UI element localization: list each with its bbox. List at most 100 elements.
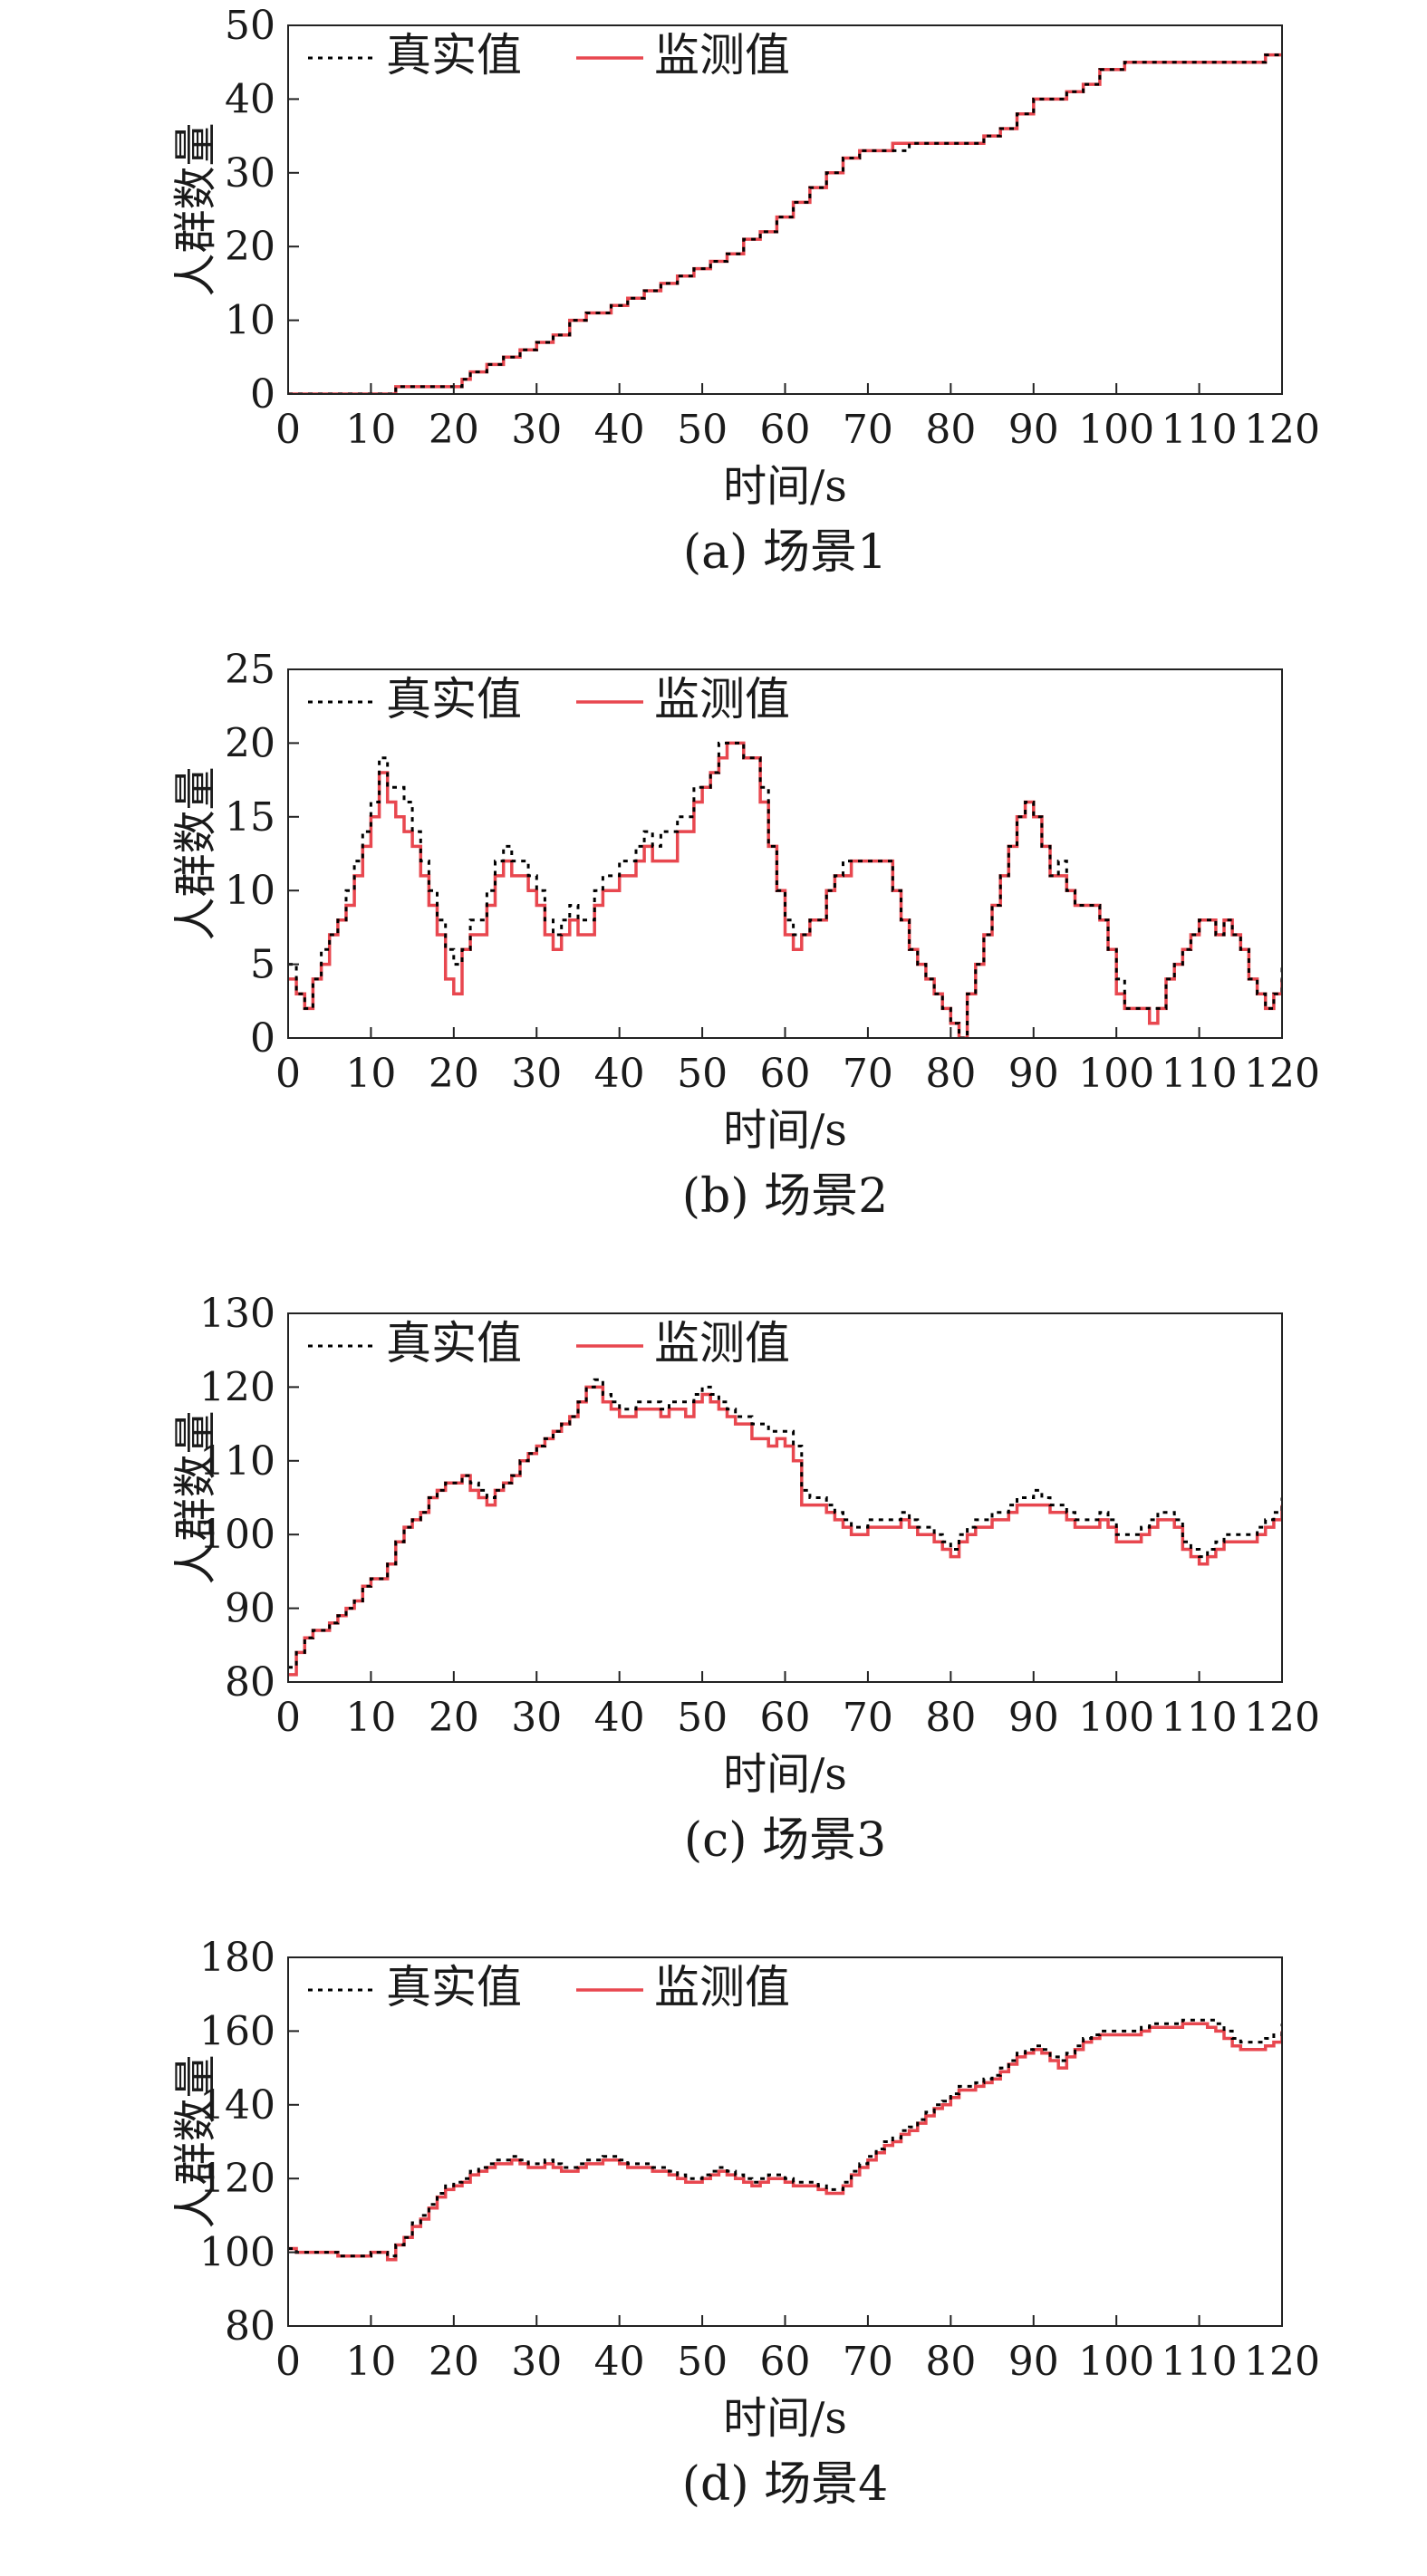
x-tick-label: 30 bbox=[511, 407, 562, 453]
x-tick-label: 90 bbox=[1008, 407, 1059, 453]
y-tick-label: 120 bbox=[199, 1364, 275, 1410]
legend-true-label: 真实值 bbox=[386, 1317, 522, 1370]
legend-monitored-label: 监测值 bbox=[654, 673, 790, 726]
true-value-line bbox=[288, 53, 1282, 394]
y-tick-label: 100 bbox=[199, 1512, 275, 1558]
x-tick-label: 20 bbox=[429, 1051, 479, 1097]
x-tick-label: 30 bbox=[511, 2339, 562, 2385]
y-tick-label: 120 bbox=[199, 2156, 275, 2202]
x-tick-label: 120 bbox=[1244, 2339, 1320, 2385]
x-tick-label: 30 bbox=[511, 1695, 562, 1741]
x-tick-label: 10 bbox=[345, 1051, 396, 1097]
y-tick-label: 110 bbox=[199, 1438, 275, 1485]
x-tick-label: 0 bbox=[275, 1695, 301, 1741]
y-tick-label: 10 bbox=[225, 298, 275, 344]
y-tick-label: 25 bbox=[225, 647, 275, 693]
y-tick-label: 80 bbox=[225, 2303, 275, 2350]
x-tick-label: 10 bbox=[345, 407, 396, 453]
x-tick-label: 40 bbox=[594, 1695, 645, 1741]
x-tick-label: 90 bbox=[1008, 1695, 1059, 1741]
x-tick-label: 70 bbox=[843, 1695, 893, 1741]
x-tick-label: 50 bbox=[677, 407, 728, 453]
panel-caption: (c) 场景3 bbox=[684, 1813, 886, 1868]
y-tick-label: 180 bbox=[199, 1935, 275, 1981]
y-tick-label: 40 bbox=[225, 76, 275, 122]
chart-panel: 0 10 20 30 40 50 60 70 80 90 100 110 120 0 5 10 15 20 25 时间… bbox=[170, 647, 1320, 1224]
legend-monitored-label: 监测值 bbox=[654, 1317, 790, 1370]
x-axis-label: 时间/s bbox=[723, 1105, 847, 1156]
x-tick-label: 70 bbox=[843, 1051, 893, 1097]
y-axis-label: 人群数量 bbox=[170, 122, 221, 296]
x-tick-label: 80 bbox=[925, 1695, 976, 1741]
x-tick-label: 50 bbox=[677, 2339, 728, 2385]
x-tick-label: 40 bbox=[594, 2339, 645, 2385]
y-axis-label: 人群数量 bbox=[170, 2054, 221, 2228]
legend-monitored-label: 监测值 bbox=[654, 1961, 790, 2014]
y-axis-label: 人群数量 bbox=[170, 1410, 221, 1584]
y-tick-label: 15 bbox=[225, 794, 275, 841]
legend-true-label: 真实值 bbox=[386, 673, 522, 726]
y-tick-label: 140 bbox=[199, 2082, 275, 2129]
y-tick-label: 160 bbox=[199, 2008, 275, 2054]
x-tick-label: 60 bbox=[760, 2339, 811, 2385]
monitored-value-line bbox=[288, 741, 1282, 1038]
true-value-line bbox=[288, 1378, 1282, 1669]
x-tick-label: 110 bbox=[1162, 2339, 1238, 2385]
x-tick-label: 100 bbox=[1078, 1051, 1154, 1097]
x-tick-label: 50 bbox=[677, 1051, 728, 1097]
x-tick-label: 20 bbox=[429, 2339, 479, 2385]
y-tick-label: 10 bbox=[225, 868, 275, 914]
x-tick-label: 110 bbox=[1162, 1695, 1238, 1741]
x-tick-label: 50 bbox=[677, 1695, 728, 1741]
x-tick-label: 100 bbox=[1078, 2339, 1154, 2385]
x-tick-label: 120 bbox=[1244, 407, 1320, 453]
chart-panel: 0 10 20 30 40 50 60 70 80 90 100 110 120 0 10 20 30 40 50 时… bbox=[170, 3, 1320, 580]
y-tick-label: 80 bbox=[225, 1659, 275, 1706]
x-tick-label: 90 bbox=[1008, 1051, 1059, 1097]
x-tick-label: 70 bbox=[843, 2339, 893, 2385]
x-tick-label: 110 bbox=[1162, 1051, 1238, 1097]
x-tick-label: 70 bbox=[843, 407, 893, 453]
y-tick-label: 5 bbox=[250, 942, 275, 988]
y-tick-label: 0 bbox=[250, 371, 275, 418]
panel-caption: (d) 场景4 bbox=[682, 2457, 888, 2512]
x-tick-label: 100 bbox=[1078, 1695, 1154, 1741]
x-tick-label: 120 bbox=[1244, 1051, 1320, 1097]
x-tick-label: 20 bbox=[429, 1695, 479, 1741]
x-tick-label: 20 bbox=[429, 407, 479, 453]
y-axis-label: 人群数量 bbox=[170, 766, 221, 940]
x-tick-label: 10 bbox=[345, 1695, 396, 1741]
x-tick-label: 90 bbox=[1008, 2339, 1059, 2385]
panel-caption: (a) 场景1 bbox=[683, 525, 887, 580]
x-tick-label: 80 bbox=[925, 2339, 976, 2385]
x-tick-label: 40 bbox=[594, 1051, 645, 1097]
y-tick-label: 20 bbox=[225, 720, 275, 766]
legend-true-label: 真实值 bbox=[386, 1961, 522, 2014]
x-tick-label: 80 bbox=[925, 407, 976, 453]
monitored-value-line bbox=[288, 2022, 1282, 2262]
true-value-line bbox=[288, 741, 1282, 1038]
chart-panel: 0 10 20 30 40 50 60 70 80 90 100 110 120801001201401… bbox=[170, 1935, 1320, 2512]
y-tick-label: 130 bbox=[199, 1291, 275, 1337]
y-tick-label: 0 bbox=[250, 1015, 275, 1062]
y-tick-label: 50 bbox=[225, 3, 275, 49]
legend-monitored-label: 监测值 bbox=[654, 29, 790, 82]
legend-true-label: 真实值 bbox=[386, 29, 522, 82]
x-tick-label: 100 bbox=[1078, 407, 1154, 453]
y-tick-label: 90 bbox=[225, 1586, 275, 1632]
x-tick-label: 0 bbox=[275, 407, 301, 453]
y-tick-label: 30 bbox=[225, 150, 275, 197]
x-tick-label: 60 bbox=[760, 1051, 811, 1097]
x-tick-label: 60 bbox=[760, 407, 811, 453]
x-tick-label: 60 bbox=[760, 1695, 811, 1741]
x-tick-label: 10 bbox=[345, 2339, 396, 2385]
y-tick-label: 100 bbox=[199, 2230, 275, 2276]
x-tick-label: 80 bbox=[925, 1051, 976, 1097]
x-axis-label: 时间/s bbox=[723, 461, 847, 512]
y-tick-label: 20 bbox=[225, 224, 275, 270]
x-tick-label: 120 bbox=[1244, 1695, 1320, 1741]
x-tick-label: 110 bbox=[1162, 407, 1238, 453]
x-tick-label: 0 bbox=[275, 1051, 301, 1097]
panel-caption: (b) 场景2 bbox=[682, 1169, 888, 1224]
